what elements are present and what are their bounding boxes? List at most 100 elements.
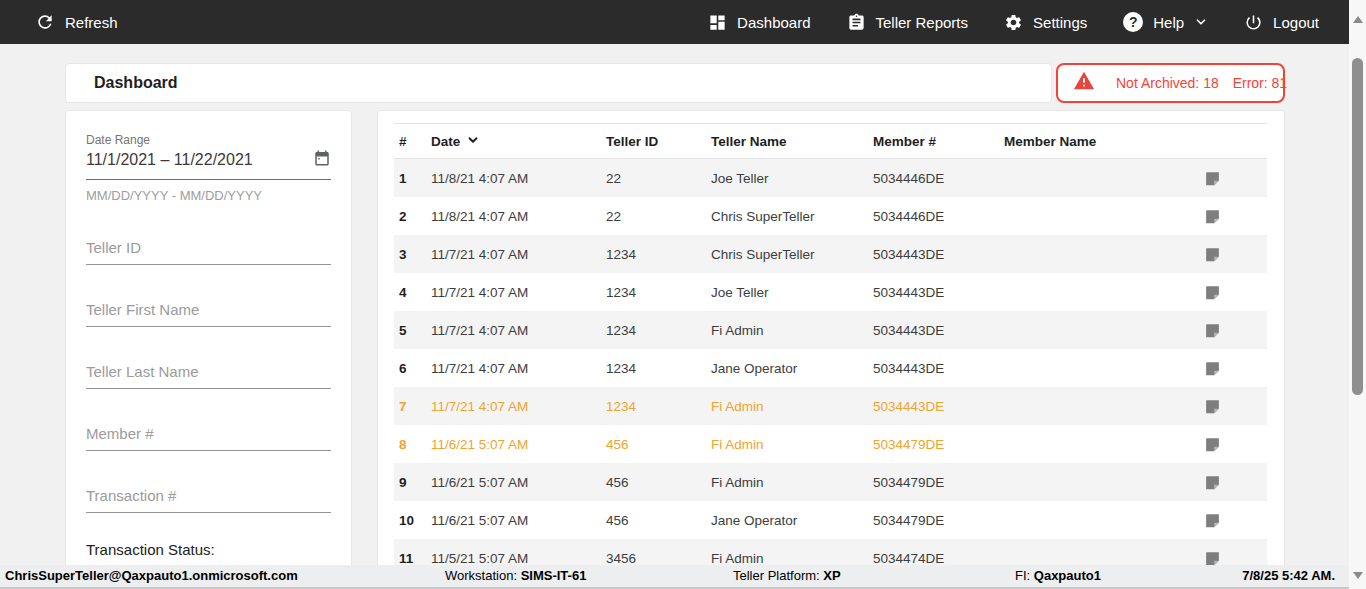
- cell-teller-id: 1234: [606, 247, 711, 262]
- cell-date: 11/6/21 5:07 AM: [431, 513, 606, 528]
- cell-member-num: 5034443DE: [873, 247, 1004, 262]
- table-row[interactable]: 711/7/21 4:07 AM1234Fi Admin5034443DE: [394, 387, 1267, 425]
- member-number-input[interactable]: [86, 421, 331, 451]
- scroll-down-icon[interactable]: [1353, 572, 1363, 579]
- note-icon[interactable]: [1204, 208, 1267, 225]
- teller-last-name-input[interactable]: [86, 359, 331, 389]
- cell-teller-name: Joe Teller: [711, 285, 873, 300]
- note-icon[interactable]: [1204, 246, 1267, 263]
- cell-member-num: 5034443DE: [873, 399, 1004, 414]
- nav-dashboard-label: Dashboard: [737, 14, 810, 31]
- scroll-up-icon[interactable]: [1353, 16, 1363, 23]
- transaction-status-label: Transaction Status:: [86, 541, 331, 558]
- table-row[interactable]: 311/7/21 4:07 AM1234Chris SuperTeller503…: [394, 235, 1267, 273]
- table-row[interactable]: 1011/6/21 5:07 AM456Jane Operator5034479…: [394, 501, 1267, 539]
- cell-teller-id: 1234: [606, 323, 711, 338]
- vertical-scrollbar[interactable]: [1349, 0, 1366, 589]
- cell-date: 11/7/21 4:07 AM: [431, 285, 606, 300]
- archive-error-alert[interactable]: Not Archived: 18 Error: 81: [1056, 63, 1285, 103]
- nav-logout[interactable]: Logout: [1244, 13, 1319, 32]
- nav-settings[interactable]: Settings: [1004, 13, 1087, 32]
- cell-num: 9: [394, 475, 431, 490]
- nav-teller-reports-label: Teller Reports: [876, 14, 969, 31]
- cell-teller-id: 1234: [606, 361, 711, 376]
- note-icon[interactable]: [1204, 170, 1267, 187]
- date-range-field[interactable]: Date Range 11/1/2021 – 11/22/2021 MM/DD/…: [86, 133, 331, 203]
- cell-date: 11/7/21 4:07 AM: [431, 399, 606, 414]
- col-teller-id: Teller ID: [606, 134, 711, 149]
- cell-teller-id: 456: [606, 513, 711, 528]
- warning-icon: [1072, 70, 1096, 96]
- calendar-icon[interactable]: [313, 149, 331, 171]
- page-title: Dashboard: [94, 74, 178, 92]
- cell-teller-id: 1234: [606, 285, 711, 300]
- sort-icon[interactable]: [466, 133, 480, 150]
- help-icon: ?: [1123, 12, 1143, 32]
- cell-member-num: 5034479DE: [873, 475, 1004, 490]
- status-datetime: 7/8/25 5:42 AM.: [1242, 568, 1335, 583]
- note-icon[interactable]: [1204, 474, 1267, 491]
- note-icon[interactable]: [1204, 436, 1267, 453]
- note-icon[interactable]: [1204, 322, 1267, 339]
- table-row[interactable]: 111/8/21 4:07 AM22Joe Teller5034446DE: [394, 159, 1267, 197]
- cell-num: 7: [394, 399, 431, 414]
- cell-teller-id: 1234: [606, 399, 711, 414]
- title-card: Dashboard: [65, 63, 1052, 103]
- cell-date: 11/8/21 4:07 AM: [431, 171, 606, 186]
- teller-reports-icon: [847, 13, 866, 32]
- cell-member-num: 5034474DE: [873, 551, 1004, 566]
- cell-teller-name: Joe Teller: [711, 171, 873, 186]
- date-range-value[interactable]: 11/1/2021 – 11/22/2021: [86, 151, 253, 169]
- cell-member-num: 5034443DE: [873, 361, 1004, 376]
- note-icon[interactable]: [1204, 398, 1267, 415]
- col-teller-name: Teller Name: [711, 134, 873, 149]
- filter-sidebar: Date Range 11/1/2021 – 11/22/2021 MM/DD/…: [65, 110, 352, 589]
- cell-teller-name: Fi Admin: [711, 475, 873, 490]
- nav-help[interactable]: ? Help: [1123, 12, 1208, 32]
- scrollbar-thumb[interactable]: [1352, 58, 1363, 395]
- cell-teller-id: 3456: [606, 551, 711, 566]
- table-row[interactable]: 611/7/21 4:07 AM1234Jane Operator5034443…: [394, 349, 1267, 387]
- col-num: #: [394, 134, 431, 149]
- cell-member-num: 5034446DE: [873, 209, 1004, 224]
- cell-teller-name: Fi Admin: [711, 551, 873, 566]
- cell-teller-name: Jane Operator: [711, 513, 873, 528]
- top-navbar: Refresh Dashboard Teller Reports Setting…: [0, 0, 1349, 44]
- transaction-number-input[interactable]: [86, 483, 331, 513]
- col-date[interactable]: Date: [431, 133, 606, 150]
- page-header: Dashboard Not Archived: 18 Error: 81: [65, 63, 1285, 103]
- table-row[interactable]: 411/7/21 4:07 AM1234Joe Teller5034443DE: [394, 273, 1267, 311]
- nav-dashboard[interactable]: Dashboard: [708, 13, 810, 32]
- not-archived-count: Not Archived: 18: [1116, 75, 1219, 91]
- col-member-name: Member Name: [1004, 134, 1204, 149]
- status-user: ChrisSuperTeller@Qaxpauto1.onmicrosoft.c…: [5, 568, 298, 583]
- cell-teller-name: Jane Operator: [711, 361, 873, 376]
- cell-member-num: 5034443DE: [873, 323, 1004, 338]
- cell-num: 3: [394, 247, 431, 262]
- cell-date: 11/7/21 4:07 AM: [431, 247, 606, 262]
- note-icon[interactable]: [1204, 550, 1267, 567]
- table-row[interactable]: 211/8/21 4:07 AM22Chris SuperTeller50344…: [394, 197, 1267, 235]
- alert-text: Not Archived: 18 Error: 81: [1116, 75, 1287, 91]
- status-workstation: Workstation: SIMS-IT-61: [445, 568, 586, 583]
- teller-id-input[interactable]: [86, 235, 331, 265]
- cell-member-num: 5034479DE: [873, 437, 1004, 452]
- table-body: 111/8/21 4:07 AM22Joe Teller5034446DE211…: [394, 159, 1267, 577]
- note-icon[interactable]: [1204, 284, 1267, 301]
- table-row[interactable]: 911/6/21 5:07 AM456Fi Admin5034479DE: [394, 463, 1267, 501]
- teller-first-name-input[interactable]: [86, 297, 331, 327]
- refresh-button[interactable]: Refresh: [35, 12, 118, 32]
- status-platform: Teller Platform: XP: [733, 568, 841, 583]
- nav-teller-reports[interactable]: Teller Reports: [847, 13, 969, 32]
- cell-teller-name: Chris SuperTeller: [711, 209, 873, 224]
- cell-num: 1: [394, 171, 431, 186]
- date-range-label: Date Range: [86, 133, 331, 147]
- settings-icon: [1004, 13, 1023, 32]
- note-icon[interactable]: [1204, 360, 1267, 377]
- table-row[interactable]: 511/7/21 4:07 AM1234Fi Admin5034443DE: [394, 311, 1267, 349]
- nav-logout-label: Logout: [1273, 14, 1319, 31]
- error-count: Error: 81: [1233, 75, 1287, 91]
- cell-teller-name: Fi Admin: [711, 323, 873, 338]
- note-icon[interactable]: [1204, 512, 1267, 529]
- table-row[interactable]: 811/6/21 5:07 AM456Fi Admin5034479DE: [394, 425, 1267, 463]
